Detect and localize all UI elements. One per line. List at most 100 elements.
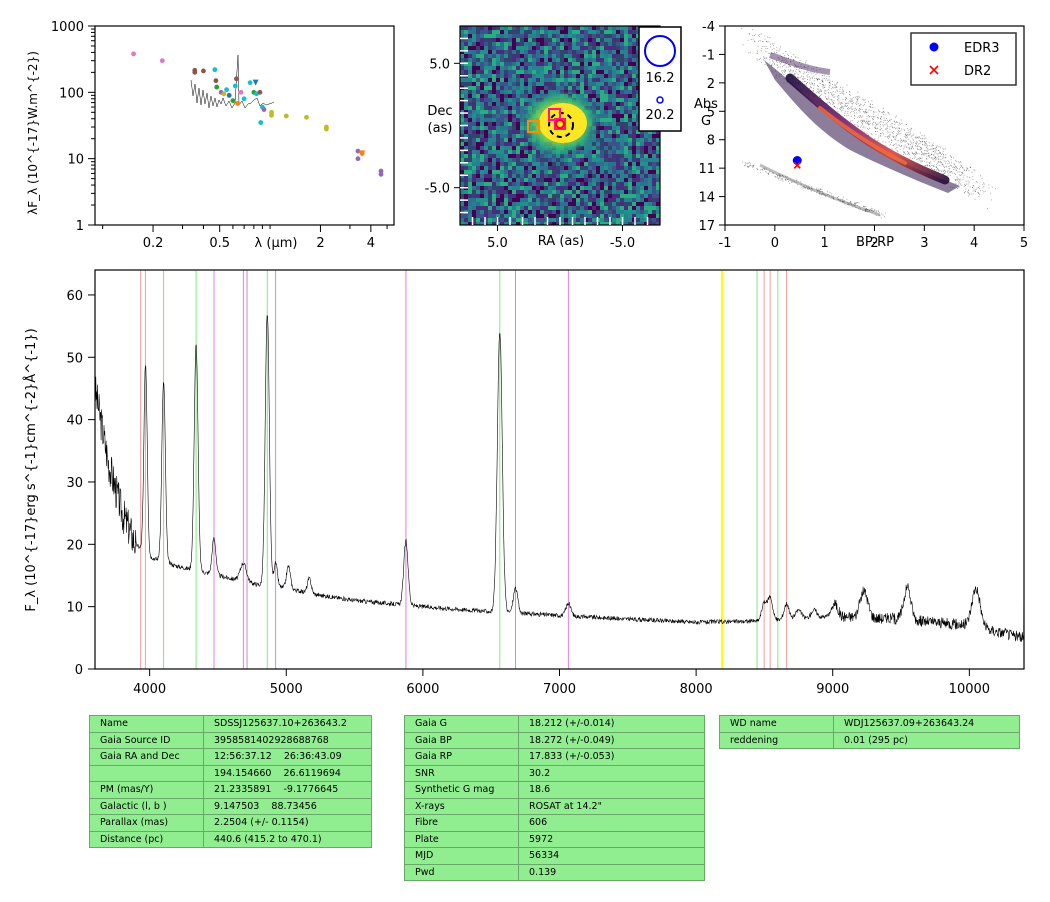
hr-background-star xyxy=(942,170,944,172)
noise-pixel xyxy=(540,166,544,170)
noise-pixel xyxy=(484,102,488,106)
noise-pixel xyxy=(620,194,624,198)
noise-pixel xyxy=(620,74,624,78)
hr-background-star xyxy=(885,128,887,130)
hr-background-star xyxy=(767,36,768,38)
hr-background-star xyxy=(820,98,822,99)
noise-pixel xyxy=(472,50,476,54)
noise-pixel xyxy=(624,70,628,74)
hr-background-star xyxy=(970,167,971,168)
hr-background-star xyxy=(895,137,897,139)
noise-pixel xyxy=(584,42,588,46)
noise-pixel xyxy=(620,182,624,186)
hr-background-star xyxy=(842,109,844,111)
hr-background-star xyxy=(816,78,818,80)
noise-pixel xyxy=(512,138,516,142)
table-value-cell: 18.6 xyxy=(518,781,705,799)
noise-pixel xyxy=(468,142,472,146)
noise-pixel xyxy=(532,50,536,54)
hr-background-star xyxy=(921,151,923,153)
noise-pixel xyxy=(596,154,600,158)
hr-background-star xyxy=(862,115,864,117)
noise-pixel xyxy=(568,198,572,202)
noise-pixel xyxy=(616,70,620,74)
noise-pixel xyxy=(472,190,476,194)
noise-pixel xyxy=(472,46,476,50)
noise-pixel xyxy=(504,174,508,178)
hr-background-star xyxy=(976,182,978,184)
noise-pixel xyxy=(484,106,488,110)
noise-pixel xyxy=(472,126,476,130)
faint-magnitude-circle xyxy=(656,96,664,104)
hr-background-star xyxy=(811,82,813,84)
hr-background-star xyxy=(903,140,905,142)
table-key-cell: Galactic (l, b ) xyxy=(89,797,204,815)
noise-pixel xyxy=(640,130,644,134)
noise-pixel xyxy=(544,174,548,178)
noise-pixel xyxy=(612,154,616,158)
hr-background-star xyxy=(806,70,808,72)
hr-wd-star xyxy=(855,202,857,204)
noise-pixel xyxy=(512,42,516,46)
hr-wd-star xyxy=(837,197,838,199)
hr-background-star xyxy=(831,91,833,93)
noise-pixel xyxy=(648,206,652,210)
hr-background-star xyxy=(816,78,818,80)
noise-pixel xyxy=(540,46,544,50)
noise-pixel xyxy=(520,158,524,162)
hr-wd-star xyxy=(851,202,852,204)
noise-pixel xyxy=(524,162,528,166)
hr-wd-star xyxy=(807,188,809,190)
hr-background-star xyxy=(790,69,792,71)
noise-pixel xyxy=(496,154,500,158)
noise-pixel xyxy=(544,82,548,86)
noise-pixel xyxy=(592,142,596,146)
noise-pixel xyxy=(532,90,536,94)
bright-magnitude-circle xyxy=(644,35,676,67)
noise-pixel xyxy=(536,78,540,82)
noise-pixel xyxy=(628,194,632,198)
noise-pixel xyxy=(648,170,652,174)
noise-pixel xyxy=(476,50,480,54)
noise-pixel xyxy=(652,134,656,138)
hr-background-star xyxy=(949,171,951,173)
hr-background-star xyxy=(828,92,830,94)
hr-background-star xyxy=(932,144,934,146)
hr-wd-star xyxy=(796,182,798,184)
hr-background-star xyxy=(915,137,917,139)
noise-pixel xyxy=(548,34,552,38)
hr-x-tick-label: 1 xyxy=(821,236,829,251)
noise-pixel xyxy=(616,42,620,46)
noise-pixel xyxy=(632,58,636,62)
hr-wd-star xyxy=(878,214,880,216)
sed-spectrum-line xyxy=(190,54,275,109)
noise-pixel xyxy=(612,78,616,82)
hr-background-star xyxy=(857,103,859,105)
noise-pixel xyxy=(604,154,608,158)
hr-background-star xyxy=(874,121,876,123)
hr-background-star xyxy=(909,129,911,130)
noise-pixel xyxy=(556,222,560,225)
noise-pixel xyxy=(556,26,560,30)
noise-pixel xyxy=(576,162,580,166)
noise-pixel xyxy=(608,190,612,194)
noise-pixel xyxy=(476,170,480,174)
hr-background-star xyxy=(871,134,873,136)
noise-pixel xyxy=(512,122,516,126)
noise-pixel xyxy=(488,98,492,102)
hr-background-star xyxy=(979,194,981,196)
noise-pixel xyxy=(624,110,628,114)
hr-background-star xyxy=(858,109,860,111)
hr-background-star xyxy=(857,99,859,101)
table-key-cell: Gaia G xyxy=(404,715,519,733)
noise-pixel xyxy=(592,90,596,94)
noise-pixel xyxy=(512,50,516,54)
hr-background-star xyxy=(875,111,877,113)
hr-background-star xyxy=(885,119,887,121)
spectrum-y-tick-label: 60 xyxy=(66,289,83,304)
noise-pixel xyxy=(636,82,640,86)
hr-background-star xyxy=(792,70,794,72)
noise-pixel xyxy=(516,218,520,222)
hr-background-star xyxy=(780,55,782,57)
noise-pixel xyxy=(572,154,576,158)
